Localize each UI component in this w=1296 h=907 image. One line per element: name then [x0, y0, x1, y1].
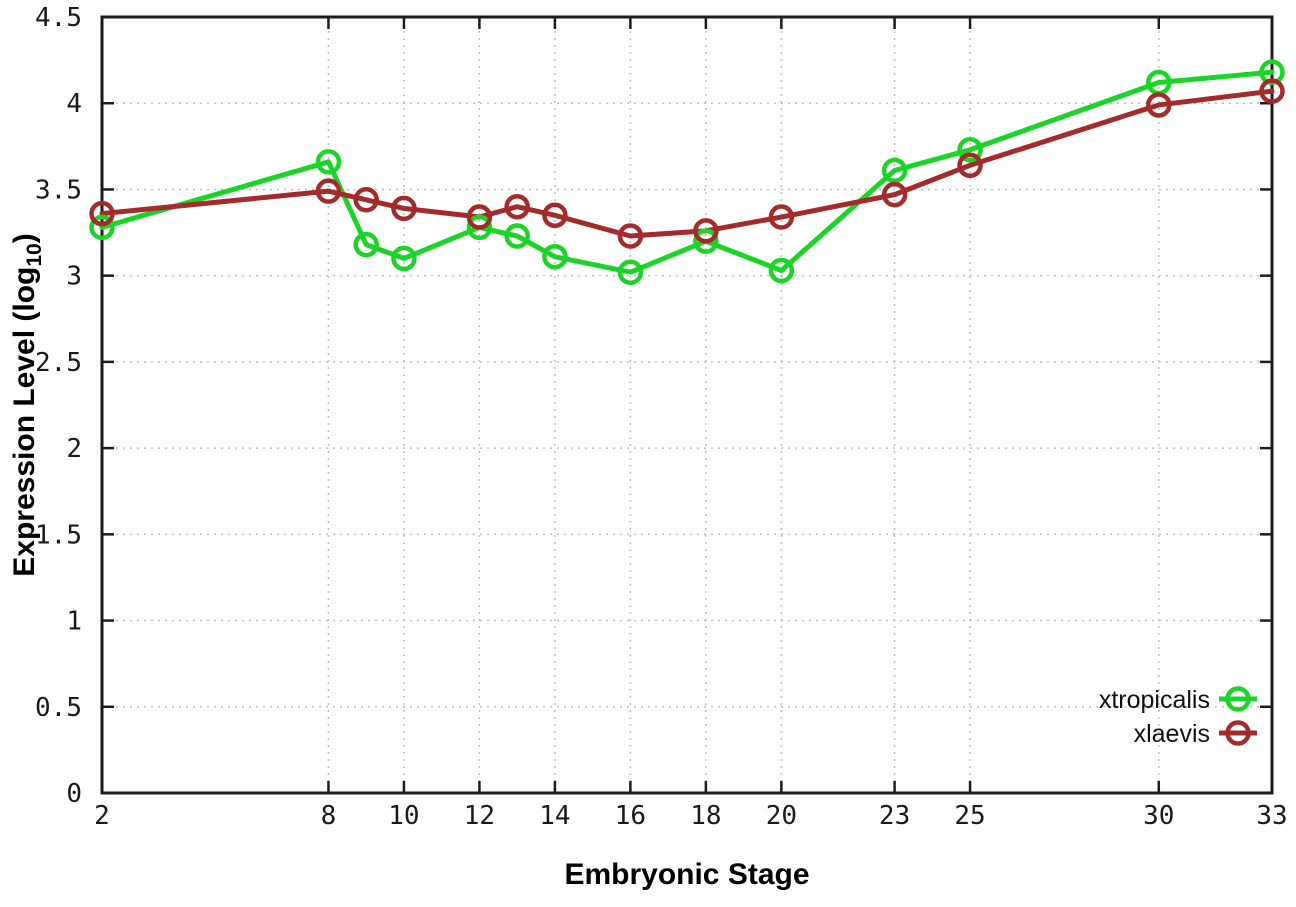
- data-point-xlaevis-stage-2: [89, 200, 115, 227]
- data-point-xtropicalis-stage-23: [881, 157, 908, 184]
- data-point-xtropicalis-stage-12: [466, 214, 493, 241]
- data-point-xtropicalis-stage-16: [617, 259, 644, 285]
- y-axis-label: Expression Level (log10): [8, 233, 46, 576]
- x-tick-label: 16: [615, 801, 646, 831]
- x-tick-label: 33: [1256, 801, 1287, 831]
- y-tick-label: 2.5: [35, 348, 82, 378]
- data-point-xlaevis-stage-20: [768, 204, 795, 230]
- x-tick-label: 30: [1143, 801, 1174, 831]
- x-tick-label: 25: [954, 801, 985, 831]
- data-point-xtropicalis-stage-9: [353, 231, 379, 258]
- y-tick-label: 0.5: [35, 693, 82, 723]
- data-point-xlaevis-stage-23: [881, 181, 908, 208]
- y-tick-label: 0: [66, 779, 82, 809]
- y-tick-label: 3.5: [35, 175, 82, 205]
- series-line-xtropicalis: [99, 69, 1275, 275]
- x-tick-label: 10: [388, 801, 419, 831]
- y-tick-label: 2: [66, 434, 82, 464]
- data-point-xtropicalis-stage-18: [693, 228, 719, 254]
- data-point-xtropicalis-stage-14: [542, 243, 568, 270]
- x-tick-label: 18: [690, 801, 721, 831]
- legend-label-xtropicalis: xtropicalis: [1099, 686, 1210, 714]
- y-tick-label: 4.5: [35, 3, 82, 33]
- legend-label-xlaevis: xlaevis: [1134, 720, 1210, 748]
- data-point-xtropicalis-stage-20: [768, 257, 795, 284]
- data-point-xlaevis-stage-16: [617, 223, 644, 249]
- x-tick-label: 2: [94, 801, 110, 831]
- data-point-xlaevis-stage-8: [315, 178, 342, 204]
- data-point-xlaevis-stage-18: [693, 218, 719, 244]
- x-tick-label: 12: [464, 801, 495, 831]
- data-point-xtropicalis-stage-13: [504, 223, 530, 249]
- data-point-xlaevis-stage-14: [542, 202, 568, 229]
- series-line-xlaevis: [99, 88, 1275, 239]
- legend-sample-marker-xtropicalis: [1225, 686, 1251, 712]
- x-tick-label: 14: [539, 801, 570, 831]
- data-point-xlaevis-stage-30: [1146, 92, 1172, 118]
- x-tick-label: 23: [879, 801, 910, 831]
- data-point-xlaevis-stage-9: [353, 187, 379, 213]
- data-point-xtropicalis-stage-8: [315, 149, 342, 175]
- data-point-xlaevis-stage-12: [466, 204, 493, 230]
- y-tick-label: 1.5: [35, 520, 82, 550]
- x-axis-label: Embryonic Stage: [564, 858, 809, 891]
- data-point-xlaevis-stage-10: [391, 195, 417, 222]
- data-point-xtropicalis-stage-2: [89, 214, 115, 241]
- data-point-xlaevis-stage-33: [1259, 78, 1285, 104]
- data-point-xlaevis-stage-13: [504, 193, 530, 220]
- data-point-xlaevis-stage-25: [957, 152, 983, 179]
- y-tick-label: 1: [66, 607, 82, 637]
- y-tick-label: 4: [66, 89, 82, 119]
- plot-border: [100, 15, 1274, 795]
- y-tick-label: 3: [66, 262, 82, 292]
- legend-sample-marker-xlaevis: [1225, 720, 1251, 746]
- data-point-xtropicalis-stage-10: [391, 245, 417, 272]
- x-tick-label: 20: [766, 801, 797, 831]
- x-tick-label: 8: [321, 801, 337, 831]
- data-point-xtropicalis-stage-25: [957, 137, 983, 163]
